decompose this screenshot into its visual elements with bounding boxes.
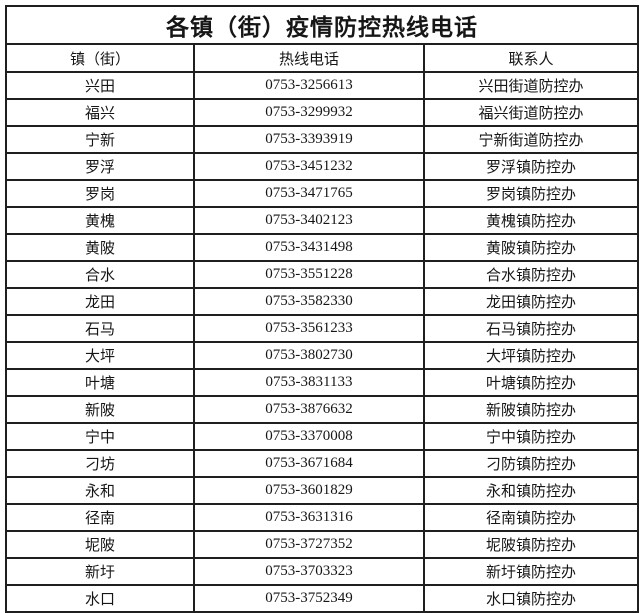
phone-cell: 0753-3561233	[193, 314, 425, 343]
phone-cell: 0753-3256613	[193, 71, 425, 100]
phone-cell: 0753-3451232	[193, 152, 425, 181]
phone-cell: 0753-3703323	[193, 557, 425, 586]
page-title: 各镇（街）疫情防控热线电话	[4, 5, 640, 45]
table-row: 新陂 0753-3876632 新陂镇防控办	[5, 395, 640, 424]
phone-cell: 0753-3671684	[193, 449, 425, 478]
table-row: 水口 0753-3752349 水口镇防控办	[5, 584, 640, 613]
town-cell: 福兴	[5, 98, 195, 127]
table-row: 径南 0753-3631316 径南镇防控办	[5, 503, 640, 532]
table-row: 兴田 0753-3256613 兴田街道防控办	[5, 71, 640, 100]
table-row: 龙田 0753-3582330 龙田镇防控办	[5, 287, 640, 316]
phone-cell: 0753-3831133	[193, 368, 425, 397]
town-cell: 黄槐	[5, 206, 195, 235]
contact-cell: 坭陂镇防控办	[422, 530, 640, 559]
phone-cell: 0753-3471765	[193, 179, 425, 208]
column-header-phone: 热线电话	[193, 43, 425, 73]
contact-cell: 罗浮镇防控办	[422, 152, 640, 181]
town-cell: 兴田	[5, 71, 195, 100]
contact-cell: 石马镇防控办	[422, 314, 640, 343]
town-cell: 黄陂	[5, 233, 195, 262]
contact-cell: 合水镇防控办	[422, 260, 640, 289]
table-row: 坭陂 0753-3727352 坭陂镇防控办	[5, 530, 640, 559]
town-cell: 刁坊	[5, 449, 195, 478]
column-header-town: 镇（街）	[5, 43, 195, 73]
phone-cell: 0753-3876632	[193, 395, 425, 424]
town-cell: 石马	[5, 314, 195, 343]
contact-cell: 径南镇防控办	[422, 503, 640, 532]
table-row: 黄槐 0753-3402123 黄槐镇防控办	[5, 206, 640, 235]
town-cell: 永和	[5, 476, 195, 505]
phone-cell: 0753-3393919	[193, 125, 425, 154]
town-cell: 合水	[5, 260, 195, 289]
contact-cell: 新陂镇防控办	[422, 395, 640, 424]
contact-cell: 福兴街道防控办	[422, 98, 640, 127]
town-cell: 大坪	[5, 341, 195, 370]
hotline-table: 各镇（街）疫情防控热线电话 镇（街） 热线电话 联系人 兴田 0753-32566…	[4, 5, 640, 613]
phone-cell: 0753-3402123	[193, 206, 425, 235]
table-row: 黄陂 0753-3431498 黄陂镇防控办	[5, 233, 640, 262]
table-row: 永和 0753-3601829 永和镇防控办	[5, 476, 640, 505]
contact-cell: 叶塘镇防控办	[422, 368, 640, 397]
phone-cell: 0753-3370008	[193, 422, 425, 451]
contact-cell: 宁中镇防控办	[422, 422, 640, 451]
contact-cell: 水口镇防控办	[422, 584, 640, 613]
phone-cell: 0753-3551228	[193, 260, 425, 289]
table-row: 新圩 0753-3703323 新圩镇防控办	[5, 557, 640, 586]
town-cell: 径南	[5, 503, 195, 532]
phone-cell: 0753-3802730	[193, 341, 425, 370]
table-row: 叶塘 0753-3831133 叶塘镇防控办	[5, 368, 640, 397]
table-row: 大坪 0753-3802730 大坪镇防控办	[5, 341, 640, 370]
contact-cell: 宁新街道防控办	[422, 125, 640, 154]
table-row: 宁新 0753-3393919 宁新街道防控办	[5, 125, 640, 154]
town-cell: 水口	[5, 584, 195, 613]
header-row: 镇（街） 热线电话 联系人	[5, 43, 640, 73]
table-row: 福兴 0753-3299932 福兴街道防控办	[5, 98, 640, 127]
title-row: 各镇（街）疫情防控热线电话	[4, 5, 640, 45]
town-cell: 新陂	[5, 395, 195, 424]
phone-cell: 0753-3601829	[193, 476, 425, 505]
contact-cell: 永和镇防控办	[422, 476, 640, 505]
contact-cell: 新圩镇防控办	[422, 557, 640, 586]
table-row: 宁中 0753-3370008 宁中镇防控办	[5, 422, 640, 451]
contact-cell: 兴田街道防控办	[422, 71, 640, 100]
town-cell: 坭陂	[5, 530, 195, 559]
table-row: 石马 0753-3561233 石马镇防控办	[5, 314, 640, 343]
town-cell: 龙田	[5, 287, 195, 316]
town-cell: 新圩	[5, 557, 195, 586]
town-cell: 罗岗	[5, 179, 195, 208]
town-cell: 罗浮	[5, 152, 195, 181]
table-row: 罗浮 0753-3451232 罗浮镇防控办	[5, 152, 640, 181]
phone-cell: 0753-3727352	[193, 530, 425, 559]
town-cell: 叶塘	[5, 368, 195, 397]
contact-cell: 黄槐镇防控办	[422, 206, 640, 235]
contact-cell: 刁防镇防控办	[422, 449, 640, 478]
contact-cell: 罗岗镇防控办	[422, 179, 640, 208]
phone-cell: 0753-3752349	[193, 584, 425, 613]
town-cell: 宁中	[5, 422, 195, 451]
table-row: 罗岗 0753-3471765 罗岗镇防控办	[5, 179, 640, 208]
table-row: 刁坊 0753-3671684 刁防镇防控办	[5, 449, 640, 478]
town-cell: 宁新	[5, 125, 195, 154]
contact-cell: 龙田镇防控办	[422, 287, 640, 316]
phone-cell: 0753-3299932	[193, 98, 425, 127]
phone-cell: 0753-3631316	[193, 503, 425, 532]
contact-cell: 黄陂镇防控办	[422, 233, 640, 262]
table-row: 合水 0753-3551228 合水镇防控办	[5, 260, 640, 289]
table-body: 兴田 0753-3256613 兴田街道防控办 福兴 0753-3299932 福兴街道防…	[5, 71, 640, 613]
column-header-contact: 联系人	[422, 43, 640, 73]
phone-cell: 0753-3431498	[193, 233, 425, 262]
phone-cell: 0753-3582330	[193, 287, 425, 316]
contact-cell: 大坪镇防控办	[422, 341, 640, 370]
